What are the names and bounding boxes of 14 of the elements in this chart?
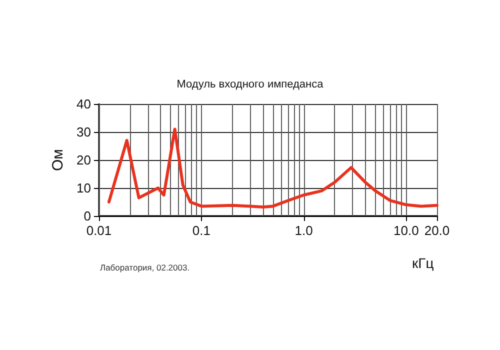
y-tick-label: 30 xyxy=(76,124,91,140)
y-tick-label: 20 xyxy=(76,152,91,168)
x-tick-label: 1.0 xyxy=(294,223,313,238)
y-axis-title: Ом xyxy=(50,149,67,171)
x-tick-label: 10.0 xyxy=(394,223,419,238)
x-axis-title: кГц xyxy=(412,255,434,271)
chart-title: Модуль входного импеданса xyxy=(176,78,324,90)
x-tick-label: 0.1 xyxy=(192,223,210,238)
y-tick-label: 40 xyxy=(76,96,91,112)
x-tick-label: 0.01 xyxy=(86,223,112,238)
y-tick-label: 0 xyxy=(84,208,91,224)
text: Лаборатория, 02.2003. xyxy=(100,262,190,272)
y-tick-label: 10 xyxy=(76,180,91,196)
x-tick-label: 20.0 xyxy=(424,223,450,238)
